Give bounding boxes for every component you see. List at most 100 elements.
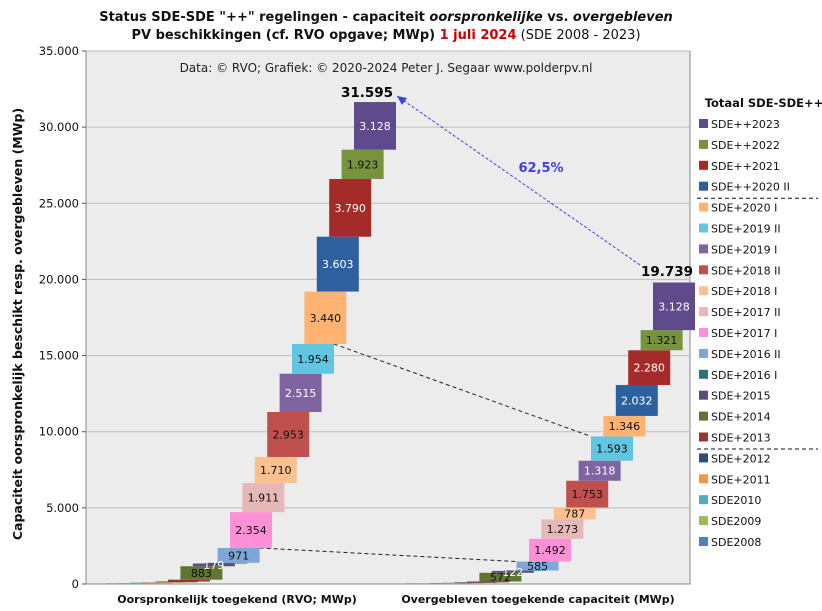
legend-swatch [699, 202, 708, 212]
bar-segment [442, 582, 485, 584]
connector-line [259, 547, 517, 563]
legend-item: SDE+2012 [711, 452, 771, 465]
legend-item: SDE2008 [711, 536, 761, 549]
legend-swatch [699, 160, 708, 170]
bar-value-label: 2.032 [621, 394, 653, 407]
bar-value-label: 1.954 [297, 353, 329, 366]
legend-item: SDE++2022 [711, 139, 780, 152]
legend-item: SDE+2017 I [711, 327, 777, 340]
bar-segment [479, 572, 522, 582]
chart-title-line1: Status SDE-SDE "++" regelingen - capacit… [99, 10, 673, 25]
legend-swatch [699, 432, 708, 442]
bar-segment [341, 149, 384, 179]
bar-value-label: 585 [527, 560, 548, 573]
legend: SDE++2023 SDE++2022 SDE++2021 SDE++2020 II S… [697, 118, 818, 549]
legend-item: SDE2010 [711, 494, 761, 507]
legend-item: SDE+2018 I [711, 285, 777, 298]
bar-segment [541, 519, 584, 539]
bar-segment [143, 582, 186, 583]
legend-item: SDE+2017 II [711, 306, 781, 319]
legend-swatch [699, 265, 708, 275]
bar-segment [155, 581, 198, 583]
x-category-original: Oorspronkelijk toegekend (RVO; MWp) [117, 593, 357, 606]
bar-value-label: 1.321 [646, 334, 678, 347]
legend-swatch [699, 474, 708, 484]
bar-segment [230, 512, 272, 548]
bar-segment [242, 483, 285, 513]
bar-segment [217, 547, 260, 563]
bar-value-label: 1.492 [534, 544, 566, 557]
y-tick-label: 5.000 [46, 501, 79, 515]
bar-segment [168, 579, 210, 582]
y-axis-ticks: 0 5.000 10.000 15.000 20.000 25.000 30.000 35.0… [39, 44, 86, 591]
y-tick-label: 35.000 [39, 44, 79, 58]
bar-value-label: 3.128 [359, 120, 391, 133]
bar-segment [267, 412, 310, 457]
legend-item: SDE+2018 II [711, 264, 781, 277]
legend-item: SDE+2019 II [711, 223, 781, 236]
legend-item: SDE++2023 [711, 118, 780, 131]
bar-segment [640, 330, 683, 351]
bar-segment [354, 102, 396, 150]
bar-segment [553, 507, 596, 520]
legend-swatch [699, 286, 708, 296]
bar-segment [578, 460, 621, 481]
legend-swatch [699, 495, 708, 505]
y-tick-label: 25.000 [39, 196, 79, 210]
bar-segment [304, 291, 347, 344]
bar-segment [615, 384, 658, 416]
bar-value-label: 1.593 [596, 443, 628, 456]
legend-swatch [699, 348, 708, 358]
bar-segment [491, 570, 534, 573]
bar-segment [316, 236, 359, 292]
bar-segment [279, 373, 322, 413]
total-original: 31.595 [341, 85, 393, 101]
legend-item: SDE+2020 I [711, 202, 777, 215]
x-category-remaining: Overgebleven toegekende capaciteit (MWp) [401, 593, 674, 606]
bar-segment [192, 563, 235, 567]
legend-item: SDE++2021 [711, 160, 780, 173]
bar-value-label: 2.515 [285, 387, 317, 400]
bar-segment [118, 583, 161, 584]
legend-swatch [699, 307, 708, 317]
bars-group [106, 102, 695, 584]
bar-segment [417, 583, 460, 584]
legend-swatch [699, 390, 708, 400]
bar-segment [130, 582, 173, 584]
bar-value-label: 1.318 [584, 465, 616, 478]
connector-line [333, 343, 592, 437]
bar-segment [504, 570, 547, 571]
data-credit: Data: © RVO; Grafiek: © 2020-2024 Peter … [180, 61, 593, 75]
bar-segment [454, 582, 497, 583]
bar-value-label: 179 [203, 559, 224, 572]
bar-value-label: 3.440 [310, 312, 342, 325]
legend-item: SDE+2015 [711, 390, 771, 403]
legend-swatch [699, 411, 708, 421]
bar-segment [591, 436, 633, 461]
legend-item: SDE2009 [711, 515, 761, 528]
bar-value-label: 3.790 [334, 202, 366, 215]
percentage-label: 62,5% [518, 161, 563, 176]
y-tick-label: 0 [72, 577, 79, 591]
legend-item: SDE+2016 II [711, 348, 781, 361]
legend-item: SDE+2016 I [711, 369, 777, 382]
y-tick-label: 15.000 [39, 349, 79, 363]
bar-value-label: 1.710 [260, 464, 292, 477]
total-remaining: 19.739 [641, 264, 693, 280]
arrow-head [397, 96, 407, 105]
legend-swatch [699, 119, 708, 128]
bar-value-label: 787 [564, 507, 585, 520]
legend-swatch [699, 516, 708, 526]
legend-swatch [699, 244, 708, 254]
legend-item: SDE+2013 [711, 432, 771, 445]
bar-value-label: 122 [502, 566, 523, 579]
bar-value-label: 3.128 [658, 300, 690, 313]
bar-segment [628, 350, 671, 385]
bar-segment [566, 480, 609, 508]
legend-item: SDE+2014 [711, 411, 771, 424]
bar-segment [529, 538, 571, 562]
y-tick-label: 30.000 [39, 120, 79, 134]
bar-segment [329, 178, 372, 237]
